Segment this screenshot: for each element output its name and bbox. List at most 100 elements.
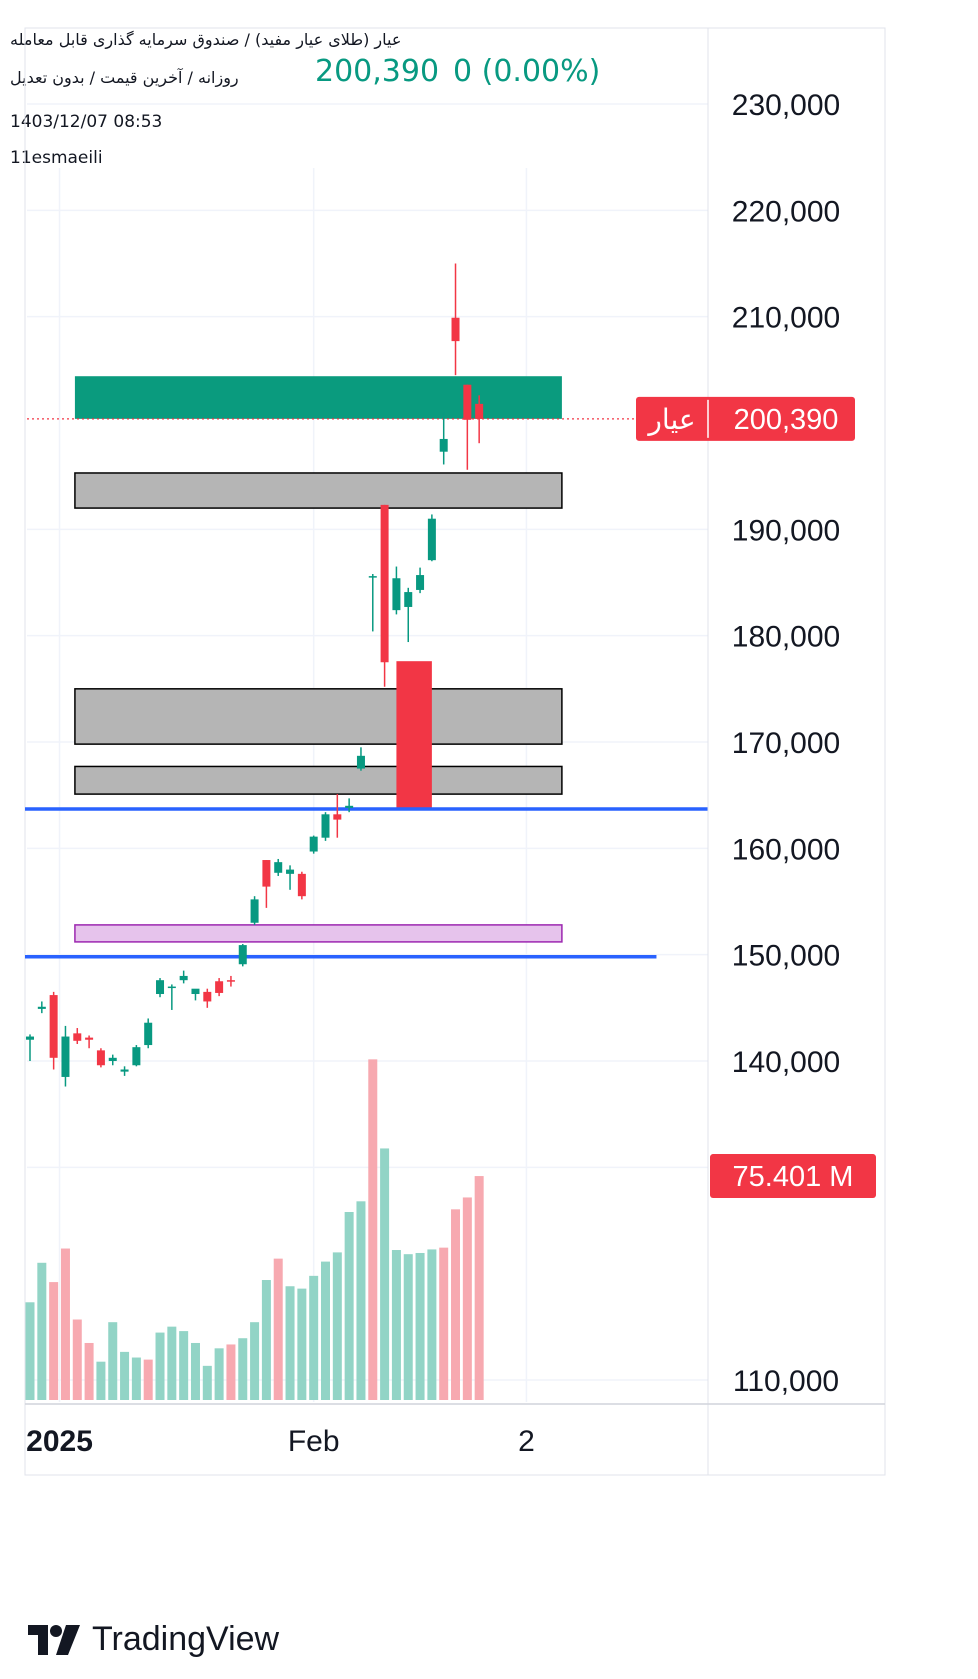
volume-bar	[49, 1282, 58, 1400]
candle-body	[428, 519, 436, 560]
candle	[463, 385, 471, 470]
candle	[381, 505, 389, 687]
candle	[191, 989, 199, 1001]
volume-bar	[274, 1259, 283, 1400]
candle-body	[50, 995, 58, 1058]
x-tick-label: Feb	[288, 1425, 340, 1458]
candle	[26, 1034, 34, 1061]
volume-bar	[250, 1322, 259, 1400]
volume-bar	[392, 1250, 401, 1400]
zone-gray	[75, 473, 562, 508]
candle	[239, 944, 247, 966]
candle-body	[97, 1050, 105, 1065]
candle-body	[392, 578, 400, 610]
volume-bar	[416, 1253, 425, 1400]
candle	[227, 976, 235, 987]
volume-bar	[108, 1322, 117, 1400]
price-badge-ticker: عیار	[646, 403, 695, 436]
volume-bar	[380, 1148, 389, 1400]
candle-body	[109, 1058, 117, 1061]
candle-body	[333, 814, 341, 819]
volume-bar	[37, 1263, 46, 1400]
candle	[180, 971, 188, 984]
volume-bar	[167, 1327, 176, 1400]
volume-bar	[309, 1276, 318, 1400]
volume-bar	[427, 1249, 436, 1400]
volume-badge: 75.401 M	[710, 1154, 876, 1198]
volume-bar	[463, 1197, 472, 1400]
candle	[310, 836, 318, 854]
volume-bar	[321, 1262, 330, 1400]
volume-bar	[73, 1320, 82, 1400]
volume-bar	[262, 1280, 271, 1400]
volume-bar	[238, 1338, 247, 1400]
candle-body	[298, 874, 306, 896]
candle	[322, 812, 330, 841]
candle-body	[85, 1038, 93, 1040]
y-tick-label: 160,000	[732, 833, 840, 866]
price-badge: عیار 200,390	[636, 397, 855, 441]
candle-body	[357, 756, 365, 769]
volume-bar	[345, 1212, 354, 1400]
candle	[416, 568, 424, 594]
zone-gray	[75, 766, 562, 794]
candle	[286, 865, 294, 889]
y-tick-label: 180,000	[732, 621, 840, 654]
candle-body	[73, 1033, 81, 1040]
candle	[215, 978, 223, 996]
candle	[203, 989, 211, 1008]
volume-bar	[439, 1248, 448, 1400]
candle	[404, 588, 412, 642]
candle-body	[203, 992, 211, 1002]
volume-bar	[96, 1362, 105, 1400]
volume-bar	[120, 1352, 129, 1400]
candle-body	[168, 987, 176, 989]
candle	[452, 264, 460, 376]
volume-bar	[132, 1358, 141, 1400]
volume-bar	[144, 1360, 153, 1400]
candle	[156, 978, 164, 997]
volume-bar	[203, 1366, 212, 1400]
candle-body	[463, 385, 471, 420]
volume-badge-value: 75.401 M	[733, 1161, 854, 1193]
candle-body	[132, 1047, 140, 1065]
price-badge-value: 200,390	[734, 404, 839, 436]
candle-body	[227, 980, 235, 982]
volume-bar	[356, 1201, 365, 1400]
volume-bar	[297, 1289, 306, 1400]
candle-body	[144, 1023, 152, 1045]
candle-body	[121, 1070, 129, 1072]
y-tick-label: 170,000	[732, 727, 840, 760]
volume-bar	[215, 1348, 224, 1400]
y-tick-label: 190,000	[732, 514, 840, 547]
candle-body	[381, 505, 389, 662]
candle	[440, 412, 448, 464]
candle	[144, 1018, 152, 1048]
candle	[73, 1028, 81, 1044]
candle-body	[369, 576, 377, 578]
x-tick-label: 2	[518, 1425, 535, 1458]
y-tick-label: 210,000	[732, 302, 840, 335]
candle-body	[286, 870, 294, 874]
tradingview-logo[interactable]: TradingView	[28, 1620, 279, 1659]
volume-bar	[333, 1252, 342, 1400]
candle	[298, 872, 306, 900]
candle	[109, 1055, 117, 1066]
volume-bar	[85, 1343, 94, 1400]
zones	[75, 376, 562, 942]
candle-body	[38, 1007, 46, 1009]
y-tick-label: 230,000	[732, 89, 840, 122]
candle-body	[322, 814, 330, 837]
candle-body	[191, 989, 199, 994]
candle-body	[180, 976, 188, 980]
candle-body	[156, 980, 164, 994]
candle	[428, 514, 436, 561]
candle	[61, 1026, 69, 1087]
candle	[262, 860, 270, 908]
candle-body	[61, 1037, 69, 1077]
volume-bar	[451, 1209, 460, 1400]
candle	[38, 1001, 46, 1013]
candle	[251, 896, 259, 925]
y-tick-label: 140,000	[732, 1046, 840, 1079]
